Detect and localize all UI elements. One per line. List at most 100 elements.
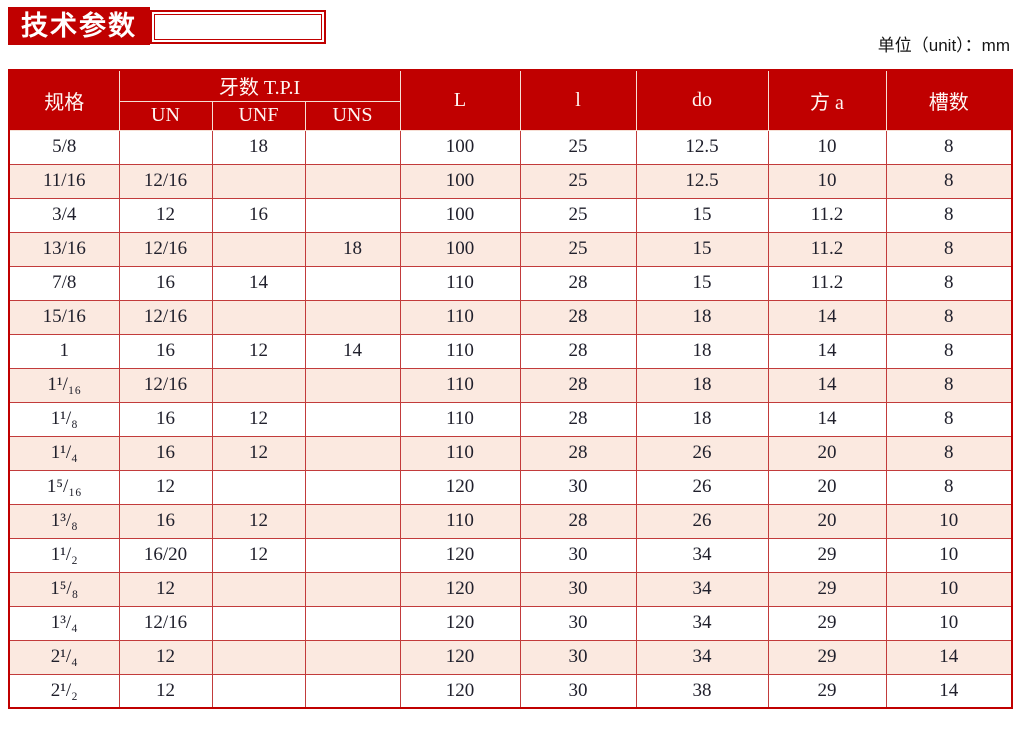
- unf-cell: [211, 673, 306, 709]
- a-cell: 14: [767, 401, 887, 437]
- table-row: 1¹/₈ 16 12 110 28 18 14 8: [8, 401, 1013, 437]
- uns-cell: 14: [304, 333, 401, 369]
- l-cell: 25: [519, 163, 637, 199]
- l-cell: 30: [519, 605, 637, 641]
- uns-cell: [304, 299, 401, 335]
- do-cell: 18: [635, 333, 769, 369]
- table-row: 1⁵/₁₆ 12 120 30 26 20 8: [8, 469, 1013, 505]
- table-row: 1¹/₁₆ 12/16 110 28 18 14 8: [8, 367, 1013, 403]
- unf-cell: 16: [211, 197, 306, 233]
- unf-cell: 12: [211, 435, 306, 471]
- L-cell: 120: [399, 673, 521, 709]
- table-row: 1³/₈ 16 12 110 28 26 20 10: [8, 503, 1013, 539]
- L-cell: 110: [399, 435, 521, 471]
- spec-cell: 13/16: [8, 231, 120, 267]
- table-row: 2¹/₂ 12 120 30 38 29 14: [8, 673, 1013, 709]
- table-row: 2¹/₄ 12 120 30 34 29 14: [8, 639, 1013, 675]
- unf-cell: [211, 367, 306, 403]
- do-cell: 38: [635, 673, 769, 709]
- un-cell: 16: [118, 333, 213, 369]
- unf-cell: [211, 231, 306, 267]
- table-row: 1⁵/₈ 12 120 30 34 29 10: [8, 571, 1013, 607]
- do-cell: 34: [635, 571, 769, 607]
- spec-cell: 1: [8, 333, 120, 369]
- spec-cell: 5/8: [8, 129, 120, 165]
- slots-cell: 8: [885, 469, 1013, 505]
- a-cell: 20: [767, 503, 887, 539]
- l-cell: 25: [519, 129, 637, 165]
- l-cell: 28: [519, 367, 637, 403]
- L-cell: 110: [399, 367, 521, 403]
- unf-cell: 18: [211, 129, 306, 165]
- table-row: 1³/₄ 12/16 120 30 34 29 10: [8, 605, 1013, 641]
- spec-cell: 15/16: [8, 299, 120, 335]
- uns-cell: [304, 639, 401, 675]
- table-row: 1¹/₂ 16/20 12 120 30 34 29 10: [8, 537, 1013, 573]
- L-cell: 110: [399, 265, 521, 301]
- slots-cell: 14: [885, 673, 1013, 709]
- slots-cell: 8: [885, 231, 1013, 267]
- un-cell: 16: [118, 435, 213, 471]
- unit-label: 单位（unit）：mm: [877, 36, 1010, 55]
- uns-cell: [304, 605, 401, 641]
- table-row: 3/4 12 16 100 25 15 11.2 8: [8, 197, 1013, 233]
- page-title: 技术参数: [8, 7, 150, 45]
- unf-cell: 12: [211, 503, 306, 539]
- L-cell: 120: [399, 537, 521, 573]
- un-cell: 16: [118, 265, 213, 301]
- do-cell: 12.5: [635, 163, 769, 199]
- L-cell: 100: [399, 129, 521, 165]
- uns-cell: [304, 673, 401, 709]
- l-cell: 28: [519, 299, 637, 335]
- slots-cell: 8: [885, 401, 1013, 437]
- slots-cell: 10: [885, 537, 1013, 573]
- col-header-uns: UNS: [304, 100, 401, 131]
- l-cell: 30: [519, 673, 637, 709]
- slots-cell: 8: [885, 163, 1013, 199]
- title-inline-box: [150, 10, 326, 44]
- table-header: 规格 牙数 T.P.I L l do 方 a 槽数 UN UNF UNS: [8, 69, 1013, 131]
- slots-cell: 8: [885, 367, 1013, 403]
- uns-cell: [304, 435, 401, 471]
- a-cell: 11.2: [767, 265, 887, 301]
- L-cell: 110: [399, 401, 521, 437]
- l-cell: 25: [519, 231, 637, 267]
- slots-cell: 8: [885, 435, 1013, 471]
- spec-cell: 1³/₈: [8, 503, 120, 539]
- spec-cell: 3/4: [8, 197, 120, 233]
- do-cell: 34: [635, 639, 769, 675]
- l-cell: 30: [519, 639, 637, 675]
- unf-cell: [211, 639, 306, 675]
- L-cell: 120: [399, 469, 521, 505]
- col-header-unf: UNF: [211, 100, 306, 131]
- a-cell: 14: [767, 333, 887, 369]
- uns-cell: [304, 571, 401, 607]
- uns-cell: [304, 129, 401, 165]
- a-cell: 20: [767, 469, 887, 505]
- L-cell: 120: [399, 639, 521, 675]
- slots-cell: 14: [885, 639, 1013, 675]
- l-cell: 30: [519, 469, 637, 505]
- slots-cell: 10: [885, 503, 1013, 539]
- col-header-do: do: [635, 69, 769, 131]
- spec-cell: 1⁵/₁₆: [8, 469, 120, 505]
- a-cell: 14: [767, 299, 887, 335]
- slots-cell: 8: [885, 129, 1013, 165]
- unf-cell: [211, 163, 306, 199]
- unf-cell: 12: [211, 537, 306, 573]
- do-cell: 15: [635, 265, 769, 301]
- slots-cell: 10: [885, 605, 1013, 641]
- l-cell: 28: [519, 265, 637, 301]
- unf-cell: 12: [211, 333, 306, 369]
- col-header-spec: 规格: [8, 69, 120, 131]
- a-cell: 29: [767, 639, 887, 675]
- do-cell: 15: [635, 231, 769, 267]
- un-cell: 12/16: [118, 163, 213, 199]
- l-cell: 28: [519, 401, 637, 437]
- title-row: 技术参数: [8, 7, 326, 45]
- l-cell: 25: [519, 197, 637, 233]
- unf-cell: 12: [211, 401, 306, 437]
- unf-cell: [211, 299, 306, 335]
- table-row: 11/16 12/16 100 25 12.5 10 8: [8, 163, 1013, 199]
- do-cell: 18: [635, 299, 769, 335]
